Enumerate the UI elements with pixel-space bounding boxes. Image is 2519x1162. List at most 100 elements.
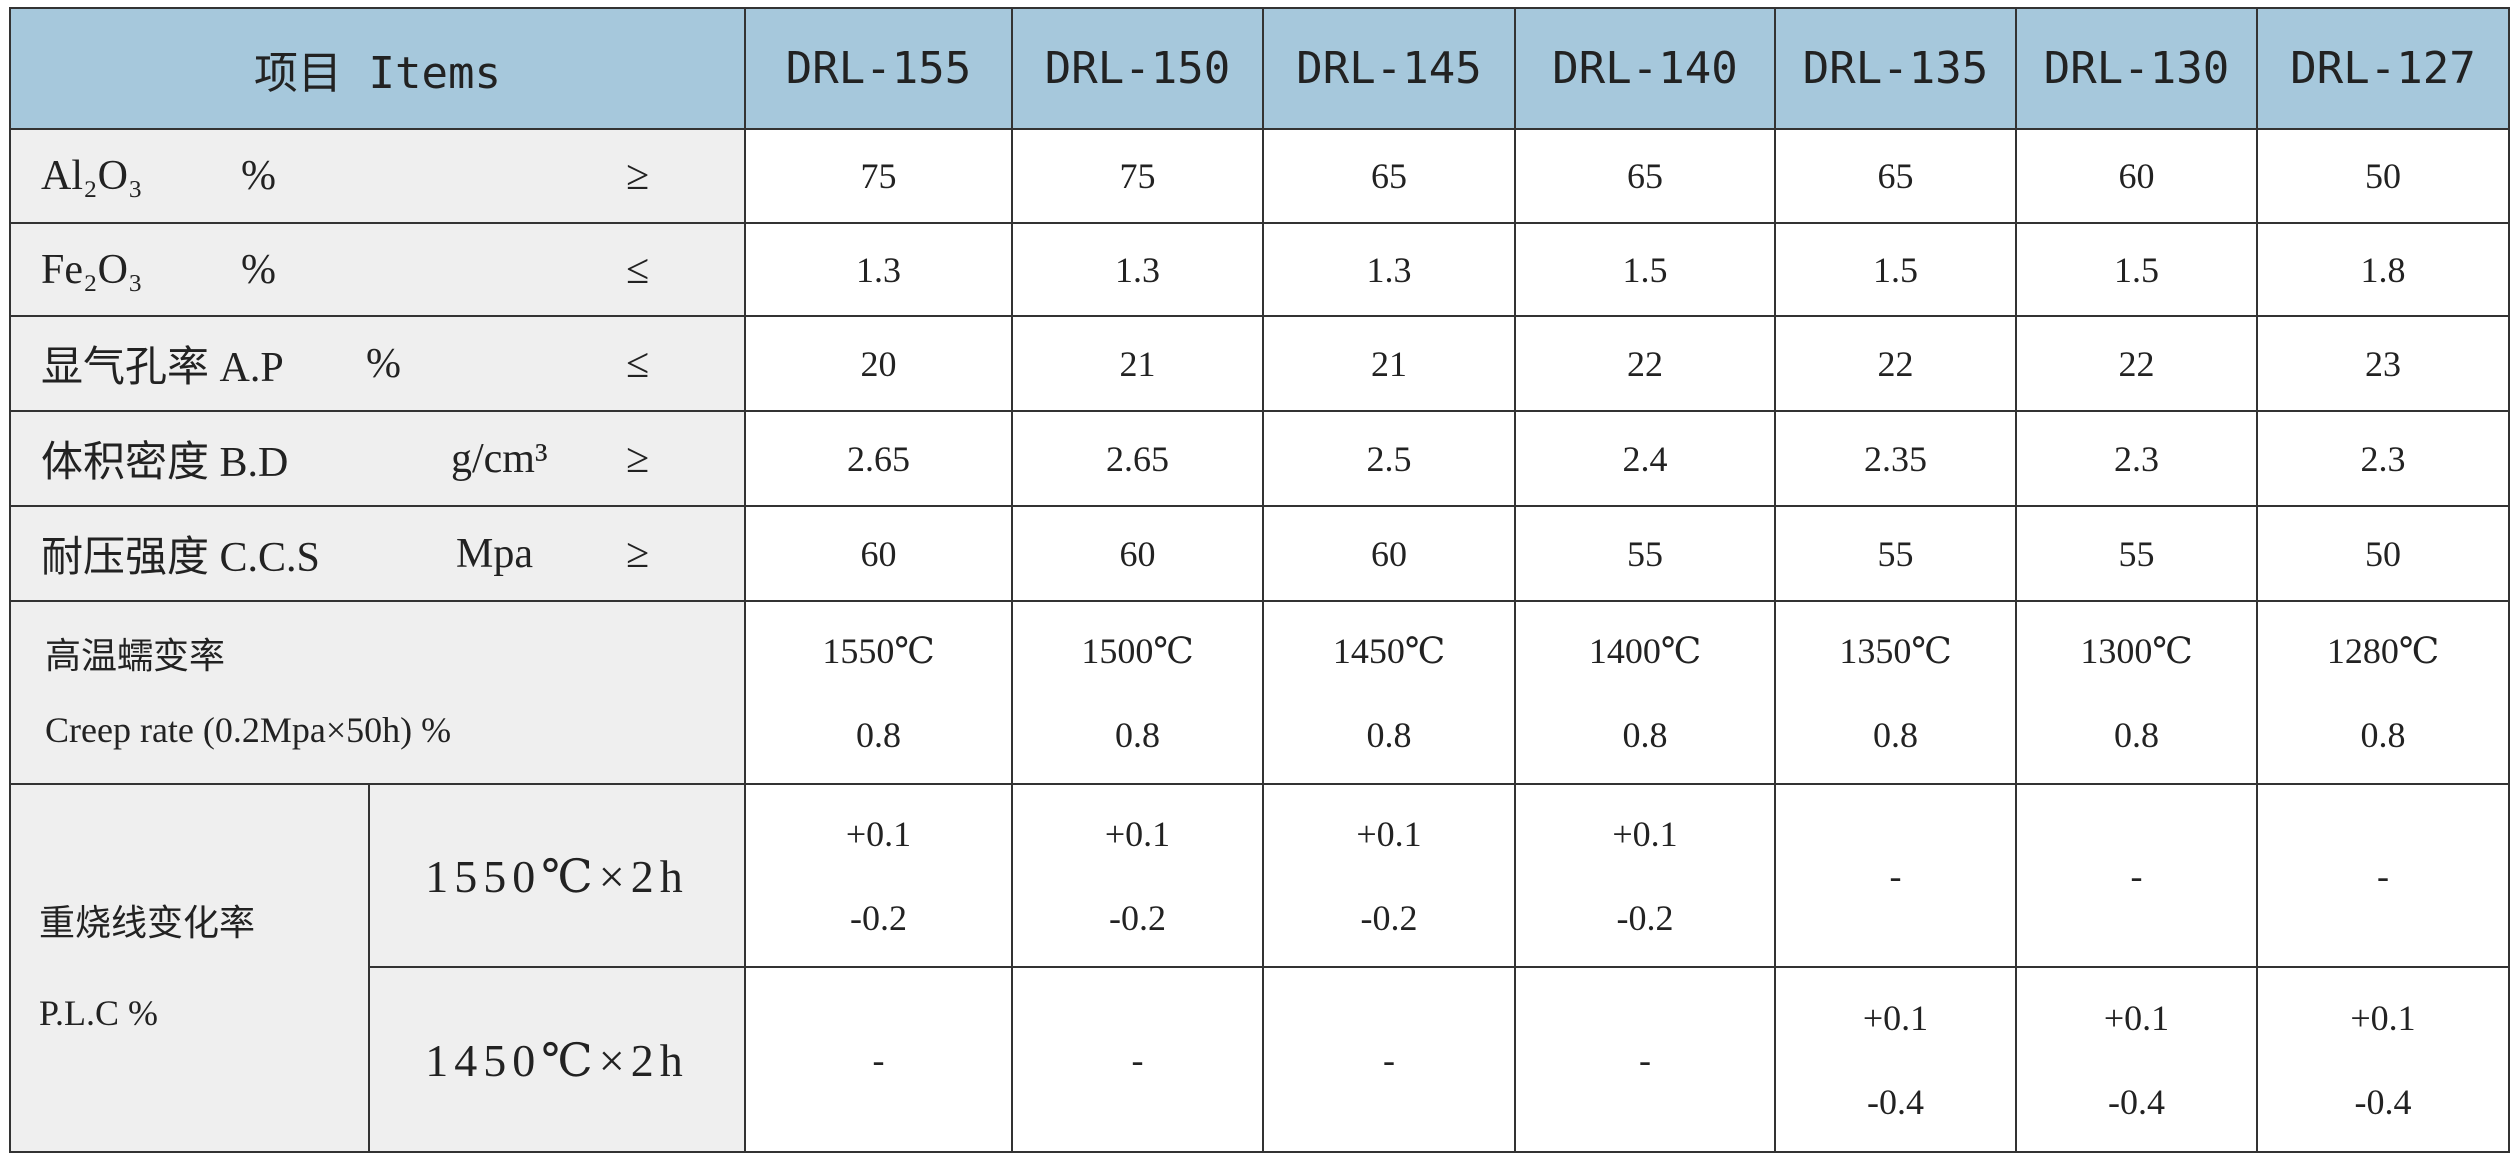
value-cell: 22 (1514, 315, 1776, 412)
value: +0.1 (2103, 997, 2170, 1038)
value: 65 (1627, 156, 1663, 196)
value: 1.5 (1873, 249, 1918, 290)
value-cell: 75 (1011, 128, 1264, 224)
value: - (1131, 1039, 1144, 1080)
value-cell: 2.3 (2256, 410, 2510, 507)
unit: g/cm³ (451, 435, 548, 482)
value-cell: 55 (2015, 505, 2258, 602)
value: 2.3 (2360, 438, 2406, 479)
value: +0.1 (1104, 813, 1171, 854)
value: 55 (2118, 533, 2155, 574)
value-cell: +0.1 -0.2 (744, 783, 1013, 968)
row-label: 重烧线变化率 P.L.C % (9, 783, 370, 1153)
value: -0.4 (2354, 1081, 2412, 1122)
value-cell: 1.5 (2015, 222, 2258, 317)
value-cell: 21 (1262, 315, 1516, 412)
property-name: Al₂O₃ (41, 153, 143, 199)
value-cell: 1.3 (744, 222, 1013, 317)
value-cell: 2.4 (1514, 410, 1776, 507)
row-label: 体积密度 B.D g/cm³ ≥ (9, 410, 746, 507)
value: -0.2 (1616, 897, 1674, 938)
sign: ≥ (626, 153, 650, 199)
value: 0.8 (1115, 714, 1160, 755)
value: -0.2 (1109, 897, 1166, 938)
header-cell: DRL-155 (744, 7, 1013, 130)
value: +0.1 (845, 813, 912, 854)
value: 55 (1627, 533, 1663, 574)
property-name: 显气孔率 A.P (41, 345, 284, 391)
value-cell: 23 (2256, 315, 2510, 412)
value-cell: 1300℃ 0.8 (2015, 600, 2258, 785)
value-cell: 1450℃ 0.8 (1262, 600, 1516, 785)
temperature: 1350℃ (1839, 630, 1952, 671)
value-cell: +0.1 -0.2 (1262, 783, 1516, 968)
value-cell: 20 (744, 315, 1013, 412)
unit: Mpa (456, 530, 533, 577)
value-cell: 22 (2015, 315, 2258, 412)
value-cell: 1.3 (1262, 222, 1516, 317)
value-cell: 1400℃ 0.8 (1514, 600, 1776, 785)
value-cell: 1280℃ 0.8 (2256, 600, 2510, 785)
value: 1.5 (1622, 249, 1668, 290)
value-cell: 21 (1011, 315, 1264, 412)
value: - (872, 1039, 885, 1080)
temperature: 1550℃ (822, 630, 935, 671)
row-label: 高温蠕变率 Creep rate (0.2Mpa×50h) % (9, 600, 746, 785)
row-label: Fe₂O₃% ≤ (9, 222, 746, 317)
unit: % (241, 246, 276, 293)
value: - (1383, 1039, 1395, 1080)
condition: 1450℃×2h (425, 1034, 689, 1086)
value: 22 (1877, 343, 1914, 384)
value-cell: 60 (1262, 505, 1516, 602)
value: - (1889, 855, 1902, 896)
value: 1.3 (1366, 249, 1412, 290)
value: 2.65 (1106, 438, 1169, 479)
value-cell: 65 (1774, 128, 2017, 224)
sign: ≤ (626, 340, 650, 387)
value: - (2377, 855, 2389, 896)
value: 21 (1119, 343, 1156, 384)
value-cell: - (2015, 783, 2258, 968)
value-cell: 1350℃ 0.8 (1774, 600, 2017, 785)
grade: DRL-127 (2290, 43, 2476, 94)
value-cell: 2.65 (744, 410, 1013, 507)
header-item: 项目 Items (254, 47, 501, 99)
value-cell: - (1262, 966, 1516, 1153)
value-cell: 55 (1774, 505, 2017, 602)
value-cell: - (744, 966, 1013, 1153)
value: 60 (1119, 533, 1156, 574)
value-cell: 1.8 (2256, 222, 2510, 317)
property-detail: Creep rate (0.2Mpa×50h) % (45, 709, 452, 750)
row-label: 耐压强度 C.C.S Mpa ≥ (9, 505, 746, 602)
grade: DRL-140 (1552, 43, 1738, 94)
value-cell: 2.65 (1011, 410, 1264, 507)
value-cell: +0.1 -0.4 (1774, 966, 2017, 1153)
grade: DRL-135 (1802, 43, 1989, 94)
temperature: 1280℃ (2326, 630, 2440, 671)
value: 65 (1371, 156, 1407, 196)
value: 50 (2365, 533, 2401, 574)
sign: ≤ (626, 246, 650, 293)
temperature: 1500℃ (1081, 630, 1194, 671)
value: 22 (2118, 343, 2155, 384)
value: 0.8 (1873, 714, 1918, 755)
value-cell: +0.1 -0.2 (1514, 783, 1776, 968)
value: -0.4 (2108, 1081, 2165, 1122)
value: 23 (2365, 343, 2401, 384)
grade: DRL-145 (1296, 43, 1482, 94)
value-cell: - (1011, 966, 1264, 1153)
grade: DRL-155 (785, 43, 972, 94)
value: 2.4 (1622, 438, 1668, 479)
value-cell: 1.3 (1011, 222, 1264, 317)
value: -0.4 (1867, 1081, 1924, 1122)
value: -0.2 (850, 897, 907, 938)
value-cell: 1.5 (1514, 222, 1776, 317)
property-name: 体积密度 B.D (41, 440, 289, 486)
header-cell: DRL-145 (1262, 7, 1516, 130)
header-cell: DRL-140 (1514, 7, 1776, 130)
row-label: 显气孔率 A.P% ≤ (9, 315, 746, 412)
temperature: 1450℃ (1332, 630, 1446, 671)
value: +0.1 (1862, 997, 1929, 1038)
value-cell: 1.5 (1774, 222, 2017, 317)
property-name: 耐压强度 C.C.S (41, 535, 320, 581)
